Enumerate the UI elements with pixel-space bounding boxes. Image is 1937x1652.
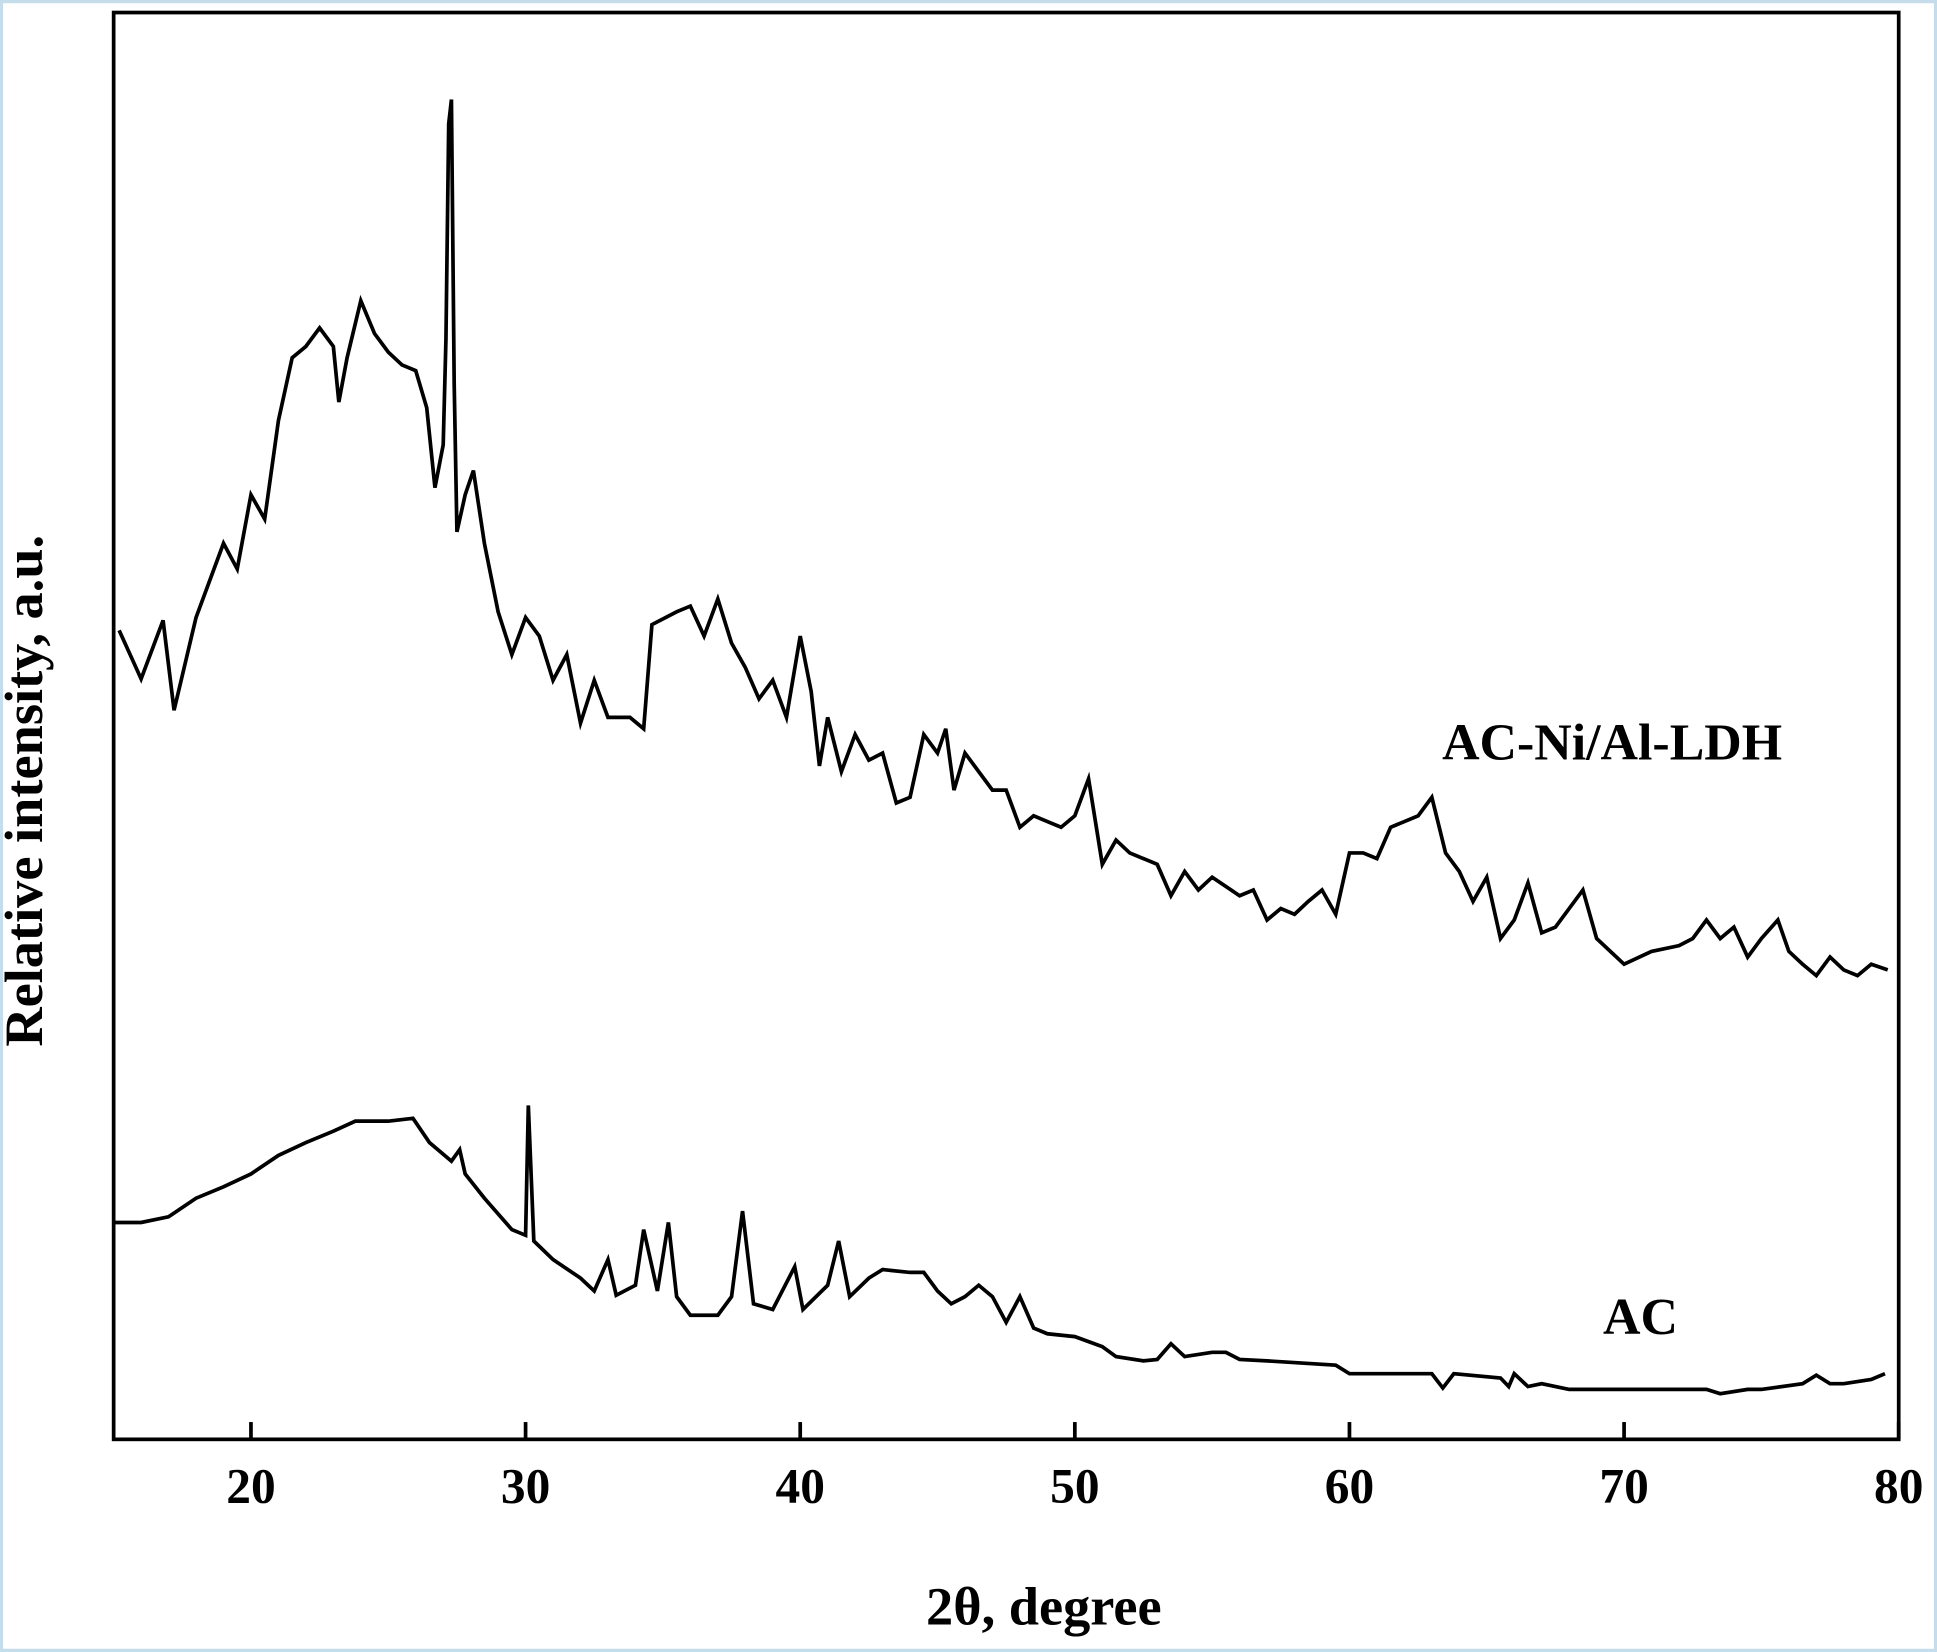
x-tick-label: 60 [1325,1459,1374,1514]
series-line [117,99,1889,979]
x-tick-label: 20 [226,1459,275,1514]
x-tick-label: 30 [501,1459,550,1514]
x-tick-label: 40 [776,1459,825,1514]
plot-area [111,10,1901,1442]
x-tick-label: 80 [1874,1459,1923,1514]
series-line [113,1105,1886,1396]
x-axis-label: 2θ, degree [926,1577,1162,1637]
series-label: AC [1603,1289,1678,1346]
y-axis-label: Relative intensity, a.u. [0,535,54,1047]
series-label: AC-Ni/Al-LDH [1442,714,1782,771]
x-tick-label: 50 [1050,1459,1099,1514]
x-tick-label: 70 [1599,1459,1648,1514]
